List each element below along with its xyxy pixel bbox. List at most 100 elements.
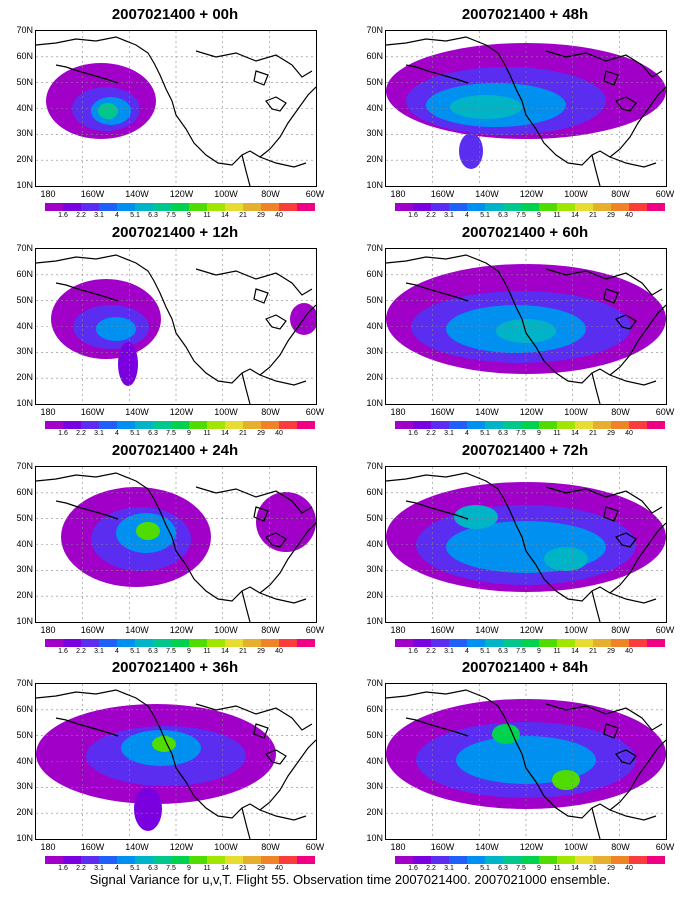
lat-label: 60N	[366, 268, 383, 279]
colorbar-swatch	[575, 856, 593, 864]
colorbar-swatch	[593, 421, 611, 429]
lon-label: 60W	[305, 189, 325, 199]
panel-title-60h: 2007021400 + 60h	[461, 224, 589, 241]
colorbar-72h	[395, 639, 665, 647]
colorbar-swatch	[63, 203, 81, 211]
lon-label: 160W	[430, 625, 455, 635]
lon-label: 160W	[80, 407, 105, 417]
lat-label: 30N	[16, 781, 33, 792]
lat-label: 10N	[366, 833, 383, 843]
map-field-00h	[36, 31, 316, 186]
lon-label: 80W	[611, 407, 630, 417]
colorbar-swatch	[225, 639, 243, 647]
lon-label: 100W	[564, 407, 588, 417]
colorbar-swatch	[279, 203, 297, 211]
colorbar-label: 14	[571, 212, 579, 219]
colorbar-swatch	[99, 203, 117, 211]
colorbar-swatch	[431, 421, 449, 429]
colorbar-label: 29	[257, 430, 265, 437]
colorbar-label: 1.6	[408, 430, 418, 437]
lon-label: 100W	[214, 189, 238, 199]
colorbar-swatch	[261, 203, 279, 211]
lat-label: 30N	[16, 346, 33, 357]
map-panel-72h	[385, 466, 667, 623]
colorbar-swatch	[171, 639, 189, 647]
colorbar-swatch	[485, 639, 503, 647]
lat-label: 40N	[16, 538, 33, 549]
colorbar-swatch	[243, 421, 261, 429]
colorbar-label: 7.5	[166, 865, 176, 872]
lon-label: 180	[390, 625, 406, 635]
colorbar-label: 9	[187, 648, 191, 655]
panel-title-12h: 2007021400 + 12h	[111, 224, 239, 241]
colorbar-label: 29	[257, 212, 265, 219]
map-panel-60h	[385, 248, 667, 405]
colorbar-label: 4	[465, 212, 469, 219]
colorbar-swatch	[395, 203, 413, 211]
map-field-48h	[386, 31, 666, 186]
colorbar-swatch	[611, 639, 629, 647]
colorbar-swatch	[135, 639, 153, 647]
colorbar-label: 29	[607, 865, 615, 872]
lat-label: 60N	[16, 486, 33, 497]
colorbar-swatch	[63, 856, 81, 864]
colorbar-label: 1.6	[408, 865, 418, 872]
colorbar-label: 40	[275, 648, 283, 655]
colorbar-swatch	[207, 421, 225, 429]
colorbar-swatch	[647, 421, 665, 429]
lon-label: 180	[40, 842, 56, 852]
colorbar-label: 6.3	[498, 212, 508, 219]
lat-label: 70N	[16, 461, 33, 471]
colorbar-label: 7.5	[516, 430, 526, 437]
colorbar-label: 14	[221, 648, 229, 655]
colorbar-84h	[395, 856, 665, 864]
colorbar-label: 40	[275, 430, 283, 437]
colorbar-swatch	[485, 856, 503, 864]
colorbar-label: 3.1	[94, 865, 104, 872]
lat-label: 50N	[366, 729, 383, 740]
colorbar-swatch	[521, 856, 539, 864]
colorbar-swatch	[503, 421, 521, 429]
colorbar-swatch	[117, 203, 135, 211]
colorbar-label: 11	[553, 430, 561, 437]
colorbar-label: 2.2	[76, 430, 86, 437]
lat-label: 10N	[16, 616, 33, 626]
colorbar-swatch	[557, 856, 575, 864]
colorbar-label: 3.1	[94, 648, 104, 655]
colorbar-36h	[45, 856, 315, 864]
colorbar-swatch	[485, 421, 503, 429]
colorbar-label: 11	[203, 212, 211, 219]
lat-label: 50N	[16, 729, 33, 740]
lat-label: 20N	[366, 590, 383, 601]
lat-label: 20N	[16, 372, 33, 383]
colorbar-swatch	[279, 421, 297, 429]
colorbar-label: 4	[115, 212, 119, 219]
colorbar-swatch	[521, 203, 539, 211]
map-field-36h	[36, 684, 316, 839]
colorbar-label: 9	[537, 430, 541, 437]
colorbar-label: 1.6	[58, 430, 68, 437]
lon-label: 140W	[475, 842, 499, 852]
colorbar-swatch	[153, 203, 171, 211]
colorbar-label: 11	[203, 430, 211, 437]
lon-label: 60W	[655, 189, 675, 199]
colorbar-24h	[45, 639, 315, 647]
colorbar-label: 9	[187, 430, 191, 437]
colorbar-swatch	[261, 421, 279, 429]
colorbar-swatch	[557, 203, 575, 211]
colorbar-swatch	[117, 856, 135, 864]
lat-label: 70N	[16, 243, 33, 253]
colorbar-swatch	[207, 203, 225, 211]
colorbar-swatch	[153, 639, 171, 647]
colorbar-label: 6.3	[498, 648, 508, 655]
lon-label: 140W	[125, 189, 149, 199]
lat-label: 20N	[16, 807, 33, 818]
colorbar-swatch	[189, 856, 207, 864]
lon-label: 80W	[611, 625, 630, 635]
colorbar-label: 21	[589, 648, 597, 655]
lat-label: 70N	[16, 678, 33, 688]
colorbar-label: 1.6	[58, 865, 68, 872]
lat-label: 40N	[366, 320, 383, 331]
colorbar-label: 4	[115, 865, 119, 872]
colorbar-label: 21	[239, 212, 247, 219]
